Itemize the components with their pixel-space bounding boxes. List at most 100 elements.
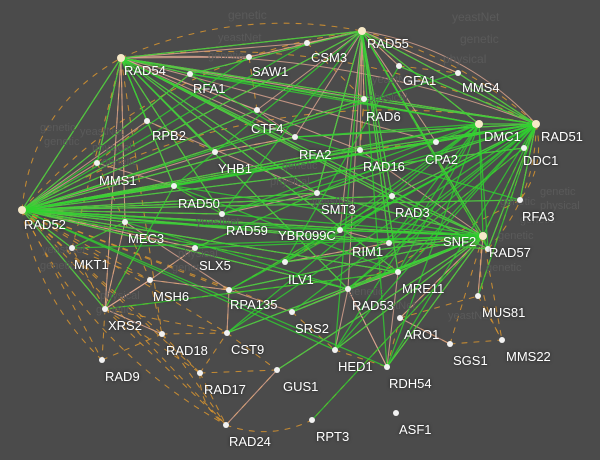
node-smt3[interactable] bbox=[314, 190, 320, 196]
edge-yeastNet bbox=[397, 123, 537, 273]
edge-yeastNet bbox=[21, 209, 73, 249]
edge-yeastNet bbox=[120, 57, 148, 122]
edge-genetic bbox=[101, 308, 106, 361]
node-mus81[interactable] bbox=[475, 293, 481, 299]
edge-yeastNet bbox=[120, 57, 393, 197]
node-rad54[interactable] bbox=[117, 54, 125, 62]
node-rdh54[interactable] bbox=[384, 364, 390, 370]
node-snf2[interactable] bbox=[479, 232, 487, 240]
node-xrs2[interactable] bbox=[102, 306, 108, 312]
edge-genetic bbox=[21, 209, 151, 281]
node-rfa2[interactable] bbox=[292, 134, 298, 140]
node-rad55[interactable] bbox=[358, 27, 366, 35]
edge-yeastNet bbox=[21, 209, 126, 223]
node-cst9[interactable] bbox=[224, 330, 230, 336]
node-ilv1[interactable] bbox=[282, 259, 288, 265]
edge-yeastNet bbox=[294, 123, 537, 138]
node-rad9[interactable] bbox=[99, 357, 105, 363]
edge-yeastNet bbox=[316, 30, 363, 194]
node-rfa1[interactable] bbox=[187, 71, 193, 77]
edge-yeastNet bbox=[120, 57, 480, 125]
edge-yeastNet bbox=[276, 235, 484, 371]
edge-physical bbox=[294, 30, 363, 138]
node-mms22[interactable] bbox=[499, 337, 505, 343]
node-mms4[interactable] bbox=[455, 70, 461, 76]
node-rad52[interactable] bbox=[18, 206, 26, 214]
edge-yeastNet bbox=[21, 209, 390, 244]
edge-genetic bbox=[225, 419, 313, 433]
edge-physical bbox=[361, 30, 537, 125]
node-rad24[interactable] bbox=[223, 422, 229, 428]
node-rad59[interactable] bbox=[219, 211, 225, 217]
node-rad50[interactable] bbox=[171, 183, 177, 189]
edge-yeastNet bbox=[334, 30, 363, 351]
node-rpb2[interactable] bbox=[144, 118, 150, 124]
node-mre11[interactable] bbox=[395, 269, 401, 275]
edge-genetic bbox=[21, 209, 230, 291]
edge-physical bbox=[104, 57, 122, 310]
edge-yeastNet bbox=[173, 185, 399, 273]
edge-physical bbox=[361, 30, 400, 67]
edge-genetic bbox=[199, 369, 278, 374]
node-rfa3[interactable] bbox=[517, 197, 523, 203]
edge-physical bbox=[120, 55, 537, 125]
edge-yeastNet bbox=[21, 98, 365, 211]
node-saw1[interactable] bbox=[246, 54, 252, 60]
node-csm3[interactable] bbox=[304, 40, 310, 46]
edge-genetic bbox=[482, 235, 503, 341]
node-yhb1[interactable] bbox=[212, 149, 218, 155]
node-rad51[interactable] bbox=[532, 120, 540, 128]
edge-yeastNet bbox=[477, 123, 537, 297]
node-rad57[interactable] bbox=[485, 246, 491, 252]
node-mms1[interactable] bbox=[94, 160, 100, 166]
edge-genetic bbox=[120, 57, 163, 335]
edge-genetic bbox=[71, 247, 151, 281]
edge-yeastNet bbox=[391, 123, 480, 197]
edge-yeastNet bbox=[228, 195, 393, 291]
node-slx5[interactable] bbox=[192, 245, 198, 251]
node-rad3[interactable] bbox=[389, 193, 395, 199]
node-rad17[interactable] bbox=[197, 370, 203, 376]
edge-physical bbox=[386, 271, 399, 368]
node-gus1[interactable] bbox=[274, 367, 280, 373]
edge-yeastNet bbox=[21, 209, 286, 263]
node-mec3[interactable] bbox=[122, 219, 128, 225]
edge-genetic bbox=[21, 209, 201, 374]
edge-genetic bbox=[21, 209, 103, 361]
edges-yeastnet bbox=[21, 30, 537, 421]
node-ddc1[interactable] bbox=[521, 145, 527, 151]
node-msh6[interactable] bbox=[147, 277, 153, 283]
node-ctf4[interactable] bbox=[254, 107, 260, 113]
edge-physical bbox=[146, 120, 318, 194]
node-asf1[interactable] bbox=[393, 410, 399, 416]
edge-yeastNet bbox=[194, 192, 318, 249]
edge-yeastNet bbox=[104, 271, 399, 310]
node-rim1[interactable] bbox=[386, 240, 392, 246]
node-mkt1[interactable] bbox=[69, 245, 75, 251]
node-dmc1[interactable] bbox=[475, 120, 483, 128]
node-rpt3[interactable] bbox=[309, 417, 315, 423]
edge-yeastNet bbox=[226, 123, 537, 334]
node-aro1[interactable] bbox=[397, 315, 403, 321]
node-rad6[interactable] bbox=[361, 96, 367, 102]
edge-genetic bbox=[104, 308, 227, 426]
edge-physical bbox=[120, 57, 126, 223]
edge-genetic bbox=[199, 372, 227, 426]
node-rad53[interactable] bbox=[345, 286, 351, 292]
node-cpa2[interactable] bbox=[433, 139, 439, 145]
edge-yeastNet bbox=[386, 235, 484, 368]
edge-genetic bbox=[21, 209, 293, 313]
node-rad16[interactable] bbox=[357, 147, 363, 153]
node-sgs1[interactable] bbox=[447, 341, 453, 347]
edge-physical bbox=[399, 317, 451, 345]
node-rad18[interactable] bbox=[159, 331, 165, 337]
node-srs2[interactable] bbox=[289, 309, 295, 315]
edge-genetic bbox=[71, 247, 106, 310]
node-ybr099c[interactable] bbox=[337, 227, 343, 233]
node-rpa135[interactable] bbox=[226, 287, 232, 293]
node-hed1[interactable] bbox=[332, 347, 338, 353]
edge-yeastNet bbox=[221, 30, 363, 215]
node-gfa1[interactable] bbox=[396, 63, 402, 69]
